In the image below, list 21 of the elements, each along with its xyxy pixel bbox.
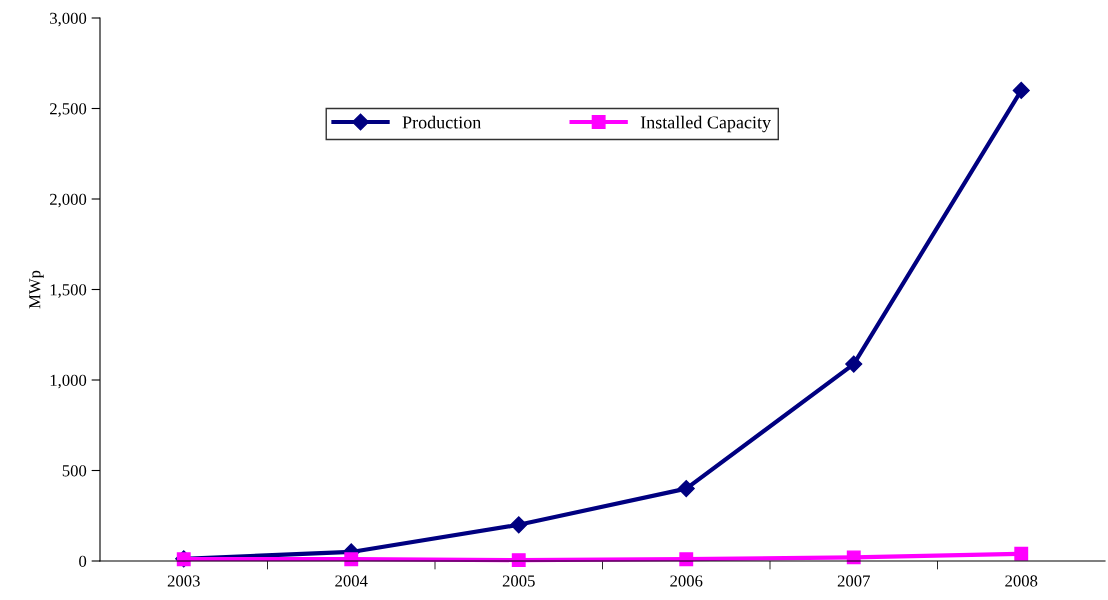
y-tick-label: 2,000 (50, 193, 87, 208)
x-tick-label: 2004 (335, 575, 368, 587)
x-tick-label: 2008 (1005, 575, 1038, 587)
point (677, 480, 695, 498)
x-tick-label: 2006 (670, 575, 703, 587)
x-tick-label: 2007 (837, 575, 870, 587)
point (845, 355, 863, 373)
y-tick-label: 2,500 (50, 103, 87, 117)
legend-label: Production (402, 115, 482, 129)
point (1012, 81, 1030, 99)
y-axis-title: MWp (29, 270, 44, 309)
y-tick-label: 3,000 (50, 12, 87, 27)
y-tick-label: 1,000 (50, 374, 87, 389)
y-tick-label: 500 (62, 465, 87, 477)
x-tick-label: 2003 (167, 575, 200, 587)
x-tick-label: 2005 (502, 575, 535, 587)
y-tick-label: 0 (79, 555, 87, 567)
y-tick-label: 1,500 (50, 284, 87, 298)
point (1014, 546, 1029, 561)
legend-label: Installed Capacity (640, 115, 771, 133)
point (510, 516, 528, 534)
